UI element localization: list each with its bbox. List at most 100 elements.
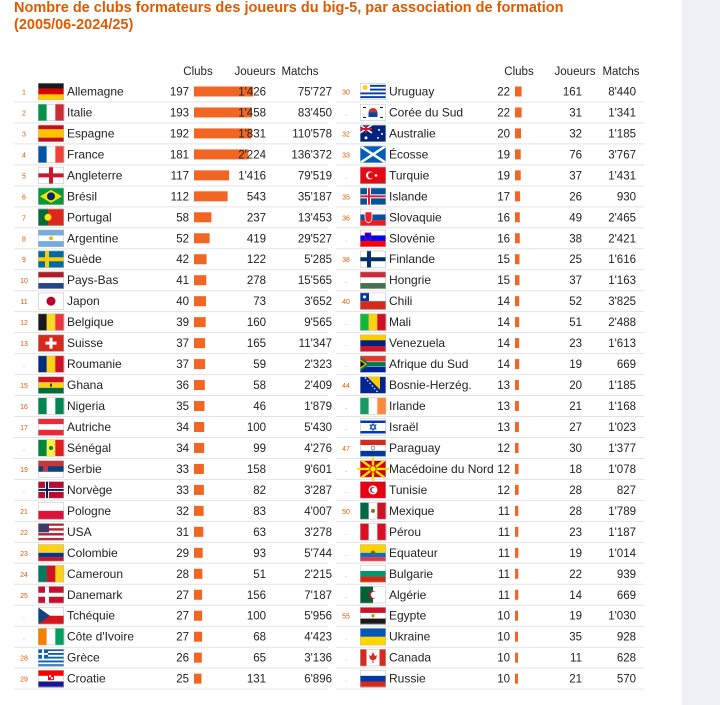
rank-label: 36 [342,215,350,222]
table-row: 13 Suisse 37 165 11'347 [14,334,332,355]
country-name: Argentine [67,231,119,245]
clubs-bar [194,212,212,223]
matchs-value: 669 [617,590,636,602]
table-row: 12 Belgique 39 160 9'565 [14,313,332,334]
nl-flag-icon [38,271,64,289]
country-name: Corée du Sud [389,105,463,119]
hr-flag-icon [38,670,64,688]
table-row: 35 Islande 17 26 930 [336,187,644,208]
joueurs-value: 122 [247,254,266,266]
joueurs-value: 32 [569,128,582,140]
rank-label: 13 [20,341,28,348]
table-row: . Roumanie 37 59 2'323 [14,355,332,376]
rank-label: . [345,677,347,684]
country-name: Angleterre [67,168,123,182]
joueurs-value: 27 [569,422,582,434]
rank-label: . [345,362,347,369]
matchs-value: 570 [617,674,636,686]
table-row: 28 Grèce 26 65 3'136 [14,649,332,669]
clubs-value: 28 [176,569,189,581]
si-flag-icon [360,229,386,247]
joueurs-value: 31 [569,107,582,119]
mx-flag-icon [360,502,387,520]
country-name: Norvège [67,483,113,497]
tn-flag-icon [360,481,386,499]
matchs-value: 1'879 [304,401,332,413]
table-row: 25 Danemark 27 156 7'187 [14,586,332,606]
ml-flag-icon [360,313,387,331]
matchs-value: 5'285 [304,254,332,266]
clubs-bar [515,275,520,286]
clubs-bar [194,442,205,453]
joueurs-value: 38 [569,233,582,245]
joueurs-value: 1'416 [238,170,266,182]
dk-flag-icon [38,586,64,604]
country-name: Slovaquie [389,210,442,224]
matchs-value: 1'341 [608,107,636,119]
joueurs-value: 63 [253,527,266,539]
table-row: 2 Italie 193 1'458 83'450 [14,103,332,124]
de-flag-icon [38,82,64,101]
clubs-table-chart: Clubs Joueurs Matchs Clubs Joueurs Match… [14,66,644,690]
rank-label: 32 [342,131,350,138]
country-name: Pologne [67,504,111,518]
rank-label: 40 [342,299,350,306]
matchs-value: 1'613 [608,338,636,350]
table-row: 55 Egypte 10 19 1'030 [336,607,644,627]
table-row: 6 Brésil 112 543 35'187 [14,187,332,208]
rank-label: . [23,488,25,495]
clubs-value: 34 [176,443,189,455]
rank-label: 2 [22,110,26,117]
matchs-value: 1'168 [608,401,636,413]
clubs-bar [515,568,519,579]
us-flag-icon [38,523,64,541]
matchs-value: 4'007 [304,506,332,518]
country-name: Ukraine [389,630,431,644]
ru-flag-icon [360,670,386,688]
clubs-value: 14 [497,296,510,308]
clubs-value: 27 [176,611,189,623]
clubs-value: 36 [176,380,189,392]
clubs-value: 10 [497,653,510,665]
rank-label: . [345,425,347,432]
country-name: Colombie [67,546,118,560]
header-clubs-right: Clubs [504,66,534,78]
joueurs-value: 37 [569,170,582,182]
joueurs-value: 156 [247,590,266,602]
joueurs-value: 161 [563,86,582,98]
rank-label: 19 [20,467,28,474]
clubs-bar [515,149,521,160]
joueurs-value: 543 [247,191,266,203]
clubs-bar [194,422,205,433]
table-row: 9 Suède 42 122 5'285 [14,250,332,271]
joueurs-value: 26 [569,191,582,203]
clubs-bar [194,463,204,474]
table-row: 17 Autriche 34 100 5'430 [14,418,332,438]
country-name: Espagne [67,126,115,140]
rs-flag-icon [38,460,64,478]
ve-flag-icon [360,334,386,352]
clubs-value: 52 [176,233,189,245]
rank-label: 7 [22,215,26,222]
table-row: . Hongrie 15 37 1'163 [336,271,644,292]
clubs-value: 22 [497,86,510,98]
clubs-bar [194,568,203,579]
country-name: Slovénie [389,231,435,245]
joueurs-value: 30 [569,443,582,455]
header-joueurs-left: Joueurs [235,66,276,78]
matchs-value: 79'519 [298,170,332,182]
matchs-value: 15'565 [298,275,332,287]
country-name: Pays-Bas [67,273,118,287]
table-row: 23 Colombie 29 93 5'744 [14,544,333,564]
country-name: Sénégal [67,441,111,455]
matchs-value: 939 [617,569,636,581]
clubs-bar [194,338,206,349]
table-row: . Pérou 11 23 1'187 [336,523,644,543]
bg-flag-icon [360,565,386,583]
country-name: Autriche [67,420,111,434]
rank-label: 55 [342,614,350,621]
clubs-value: 39 [176,317,189,329]
clubs-bar [515,359,520,370]
country-name: Finlande [389,252,435,266]
clubs-bar [194,170,230,181]
